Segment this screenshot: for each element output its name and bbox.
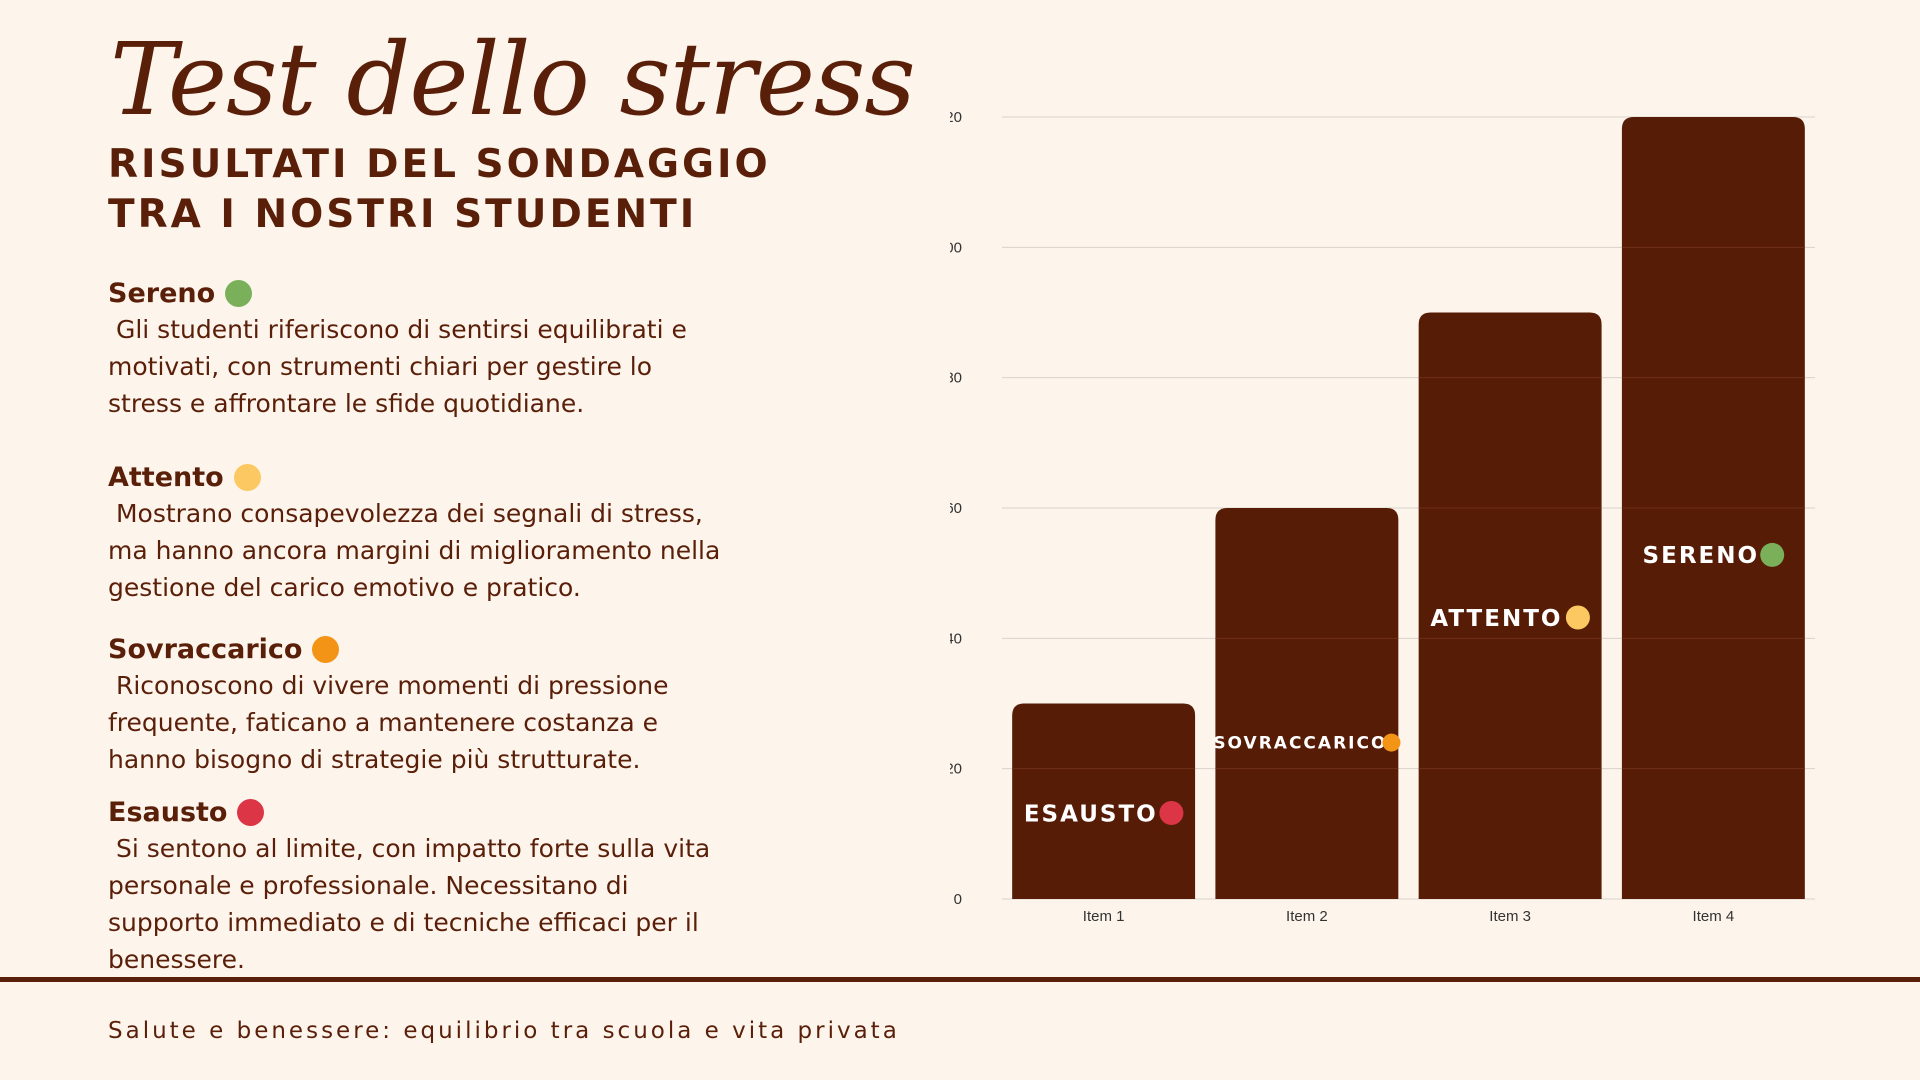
x-tick-label: Item 2 xyxy=(1286,908,1328,925)
bar-label-dot-icon xyxy=(1159,800,1184,825)
bar xyxy=(1215,508,1399,899)
x-tick-label: Item 1 xyxy=(1083,908,1125,925)
subtitle-line-1: RISULTATI DEL SONDAGGIO xyxy=(108,142,771,187)
bar-label: ESAUSTO xyxy=(1024,801,1158,827)
x-tick-label: Item 3 xyxy=(1489,908,1531,925)
page-subtitle: RISULTATI DEL SONDAGGIO TRA I NOSTRI STU… xyxy=(108,140,771,240)
y-tick-label: 20 xyxy=(950,761,962,778)
bar-label: SERENO xyxy=(1643,543,1760,569)
legend-item-name: Attento xyxy=(108,461,224,493)
bar-label: SOVRACCARICO xyxy=(1213,734,1387,754)
legend-item-name: Sovraccarico xyxy=(108,633,303,665)
y-tick-label: 120 xyxy=(950,109,962,126)
bar xyxy=(1418,312,1602,899)
x-tick-label: Item 4 xyxy=(1693,908,1735,925)
red-dot-icon xyxy=(237,798,265,826)
y-tick-label: 80 xyxy=(950,370,962,387)
legend-item-sereno: Sereno Gli studenti riferiscono di senti… xyxy=(108,275,768,422)
legend-item-sovraccarico: Sovraccarico Riconoscono di vivere momen… xyxy=(108,631,768,778)
footer-text: Salute e benessere: equilibrio tra scuol… xyxy=(108,1018,900,1044)
y-tick-label: 0 xyxy=(954,891,962,908)
y-tick-label: 100 xyxy=(950,239,962,256)
orange-dot-icon xyxy=(312,635,340,663)
bar xyxy=(1012,703,1196,899)
legend-item-esausto: Esausto Si sentono al limite, con impatt… xyxy=(108,794,768,978)
legend-item-description: Si sentono al limite, con impatto forte … xyxy=(108,834,711,974)
legend-item-name: Sereno xyxy=(108,277,216,309)
legend-item-description: Gli studenti riferiscono di sentirsi equ… xyxy=(108,315,687,418)
page-title: Test dello stress xyxy=(110,21,916,138)
green-dot-icon xyxy=(225,279,253,307)
legend-item-name: Esausto xyxy=(108,796,228,828)
subtitle-line-2: TRA I NOSTRI STUDENTI xyxy=(108,192,698,237)
footer-divider xyxy=(0,977,1920,982)
legend-item-attento: Attento Mostrano consapevolezza dei segn… xyxy=(108,459,768,606)
bar-label-dot-icon xyxy=(1382,733,1401,752)
yellow-dot-icon xyxy=(233,463,261,491)
bar-label-dot-icon xyxy=(1760,542,1785,567)
legend-item-description: Riconoscono di vivere momenti di pressio… xyxy=(108,671,669,774)
bar-chart: 0 20 40 60 80 100 120 Item 1 ESAUSTO Item 2 SOVRAC… xyxy=(950,109,1815,925)
y-tick-label: 60 xyxy=(950,500,962,517)
y-tick-label: 40 xyxy=(950,630,962,647)
legend-item-description: Mostrano consapevolezza dei segnali di s… xyxy=(108,499,721,602)
bar-label: ATTENTO xyxy=(1430,606,1562,632)
bar-label-dot-icon xyxy=(1565,605,1590,630)
